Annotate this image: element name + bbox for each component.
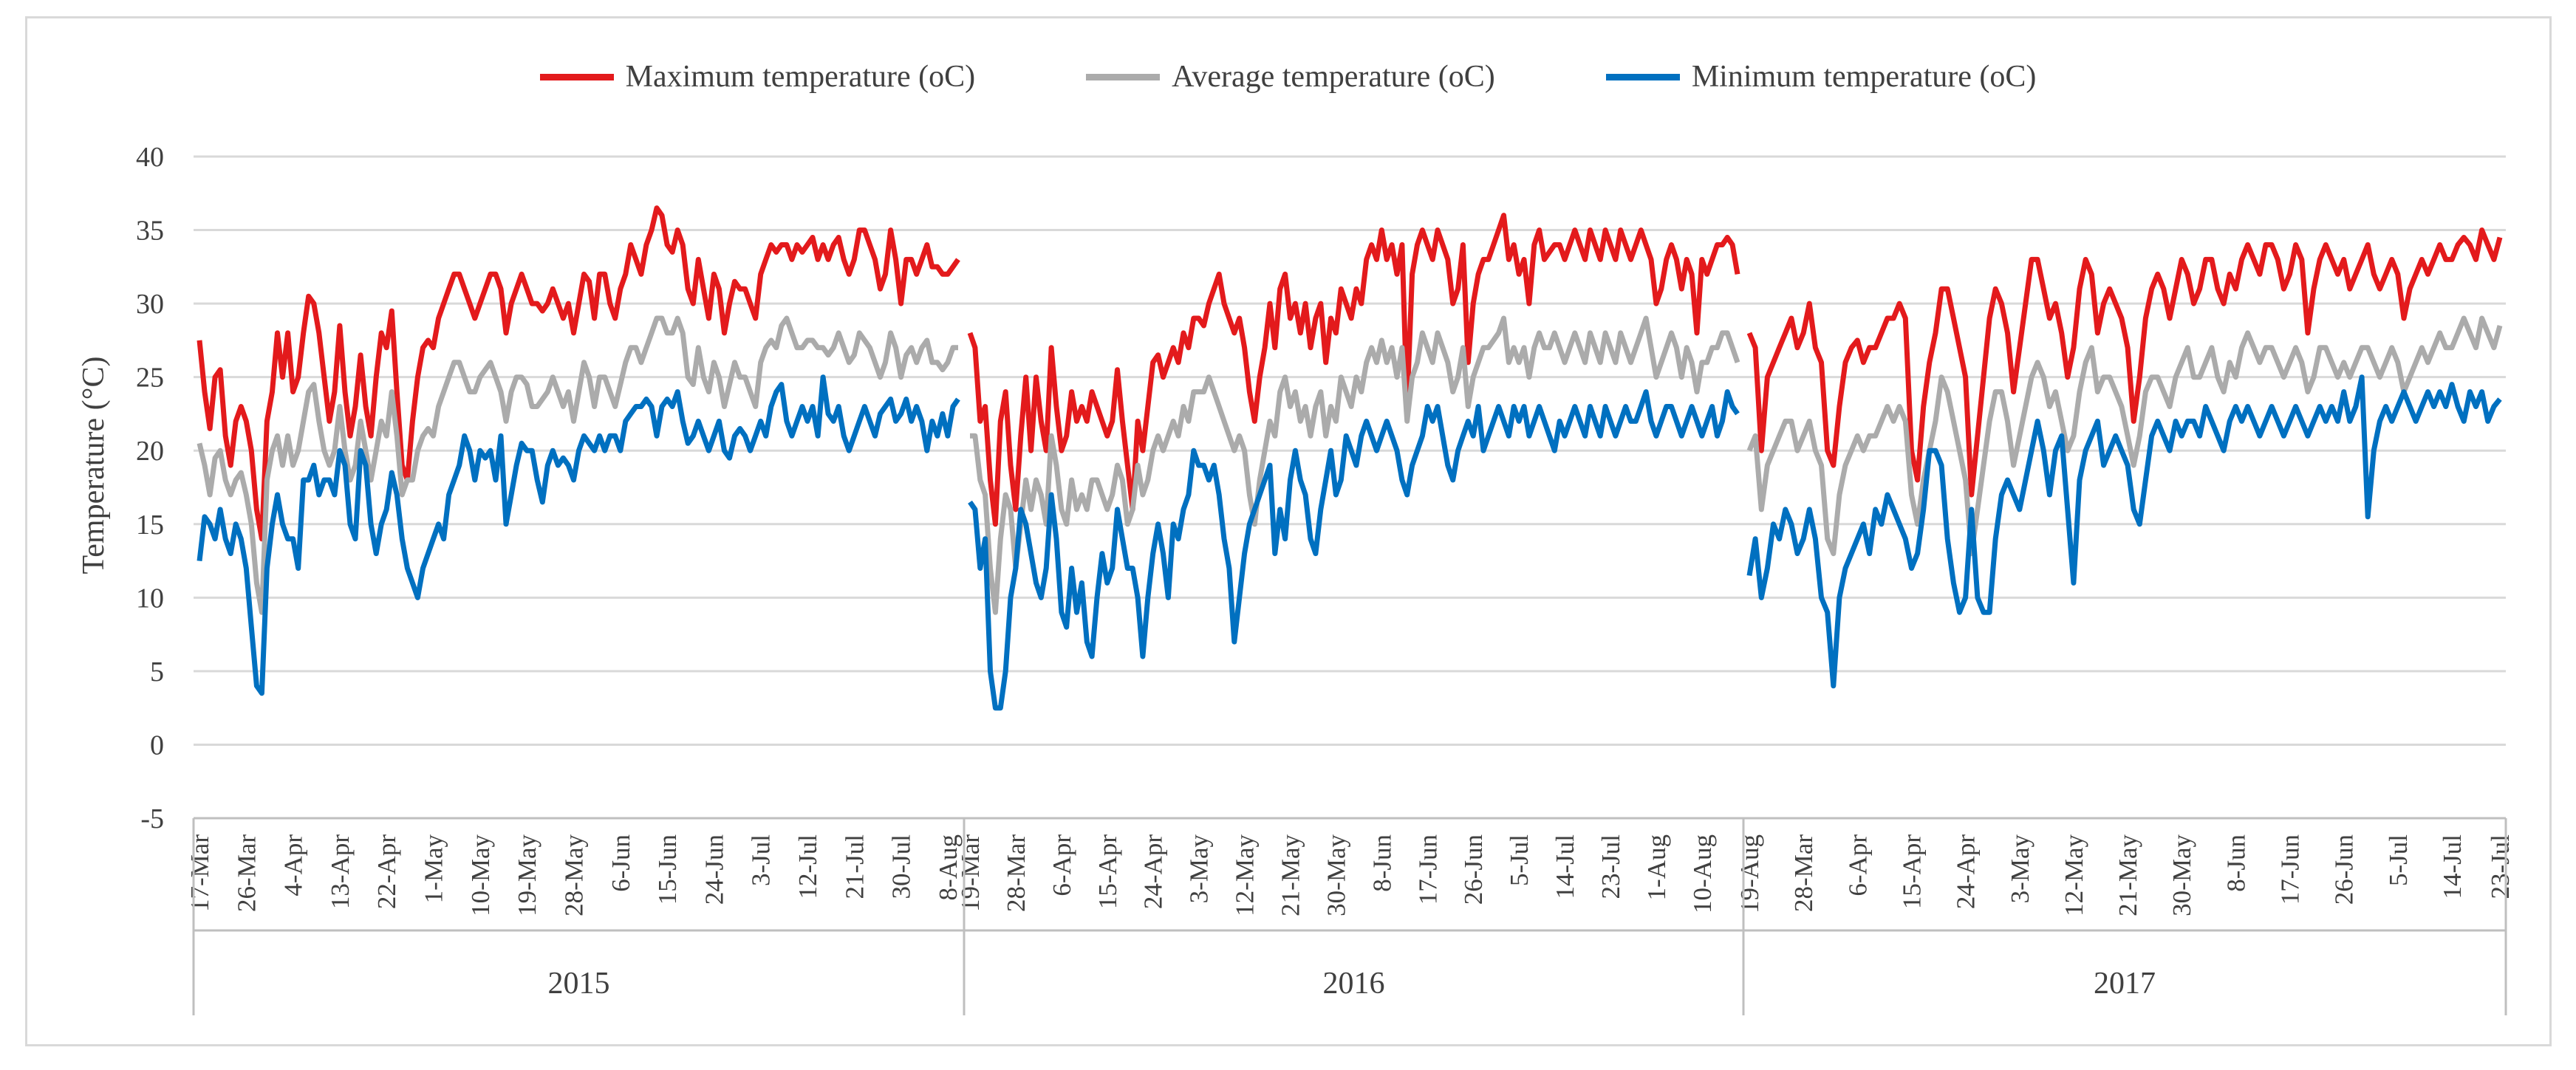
year-label-2017: 2017: [2094, 967, 2156, 1001]
x-tick-label: 26-Mar: [232, 834, 261, 912]
x-tick-label: 6-Apr: [1048, 834, 1076, 896]
series-max-line-2016: [967, 213, 1740, 527]
y-tick-label: 15: [136, 510, 164, 541]
x-tick-label: 28-Mar: [1789, 834, 1818, 912]
y-tick-label: 20: [136, 436, 164, 467]
x-tick-label: 15-Apr: [1897, 834, 1926, 909]
series-min-line-2015: [197, 374, 960, 696]
year-label-2015: 2015: [548, 967, 610, 1001]
x-tick-label: 26-Jun: [1459, 834, 1488, 905]
series-lines: [197, 205, 2503, 711]
legend-swatch-max: [539, 73, 614, 80]
y-axis-ticks: -5 0 5 10 15 20 25 30 35 40: [136, 142, 164, 834]
x-tick-label: 30-May: [1322, 834, 1350, 916]
x-tick-label: 3-May: [1185, 834, 1214, 904]
series-max-line-2017: [1746, 227, 2503, 498]
x-tick-label: 26-Jun: [2330, 834, 2359, 905]
legend-label-avg: Average temperature (oC): [1172, 60, 1495, 94]
x-tick-label: 24-Apr: [1139, 834, 1168, 909]
series-max-line-2015: [197, 205, 960, 542]
x-tick-label: 30-Jul: [887, 834, 916, 899]
x-tick-label: 12-May: [1231, 834, 1260, 916]
x-tick-label: 4-Apr: [279, 834, 308, 896]
x-tick-label: 3-Jul: [747, 834, 776, 886]
x-tick-label: 28-Mar: [1002, 834, 1031, 912]
x-tick-label: 24-Jun: [700, 834, 728, 905]
legend-item-max: Maximum temperature (oC): [539, 59, 976, 95]
x-tick-label: 23-Jul: [2486, 834, 2515, 899]
x-tick-label: 21-May: [1276, 834, 1305, 916]
y-axis-title: Temperature (°C): [77, 357, 111, 575]
chart-frame: [25, 16, 2552, 1046]
x-tick-label: 19-Aug: [1735, 834, 1764, 913]
series-min-line-2016: [968, 389, 1740, 711]
legend-swatch-avg: [1086, 73, 1161, 80]
legend-label-min: Minimum temperature (oC): [1691, 60, 2037, 94]
y-tick-label: 10: [136, 583, 164, 614]
y-tick-label: 35: [136, 216, 164, 247]
x-tick-label: 1-May: [420, 834, 448, 904]
chart-legend: Maximum temperature (oC) Average tempera…: [0, 59, 2576, 95]
y-tick-label: 5: [150, 656, 164, 687]
y-tick-label: 40: [136, 142, 164, 173]
x-tick-label: 12-May: [2060, 834, 2088, 916]
x-tick-label: 5-Jul: [2384, 834, 2413, 886]
x-tick-label: 21-Jul: [840, 834, 869, 899]
legend-item-avg: Average temperature (oC): [1086, 59, 1495, 95]
x-tick-label: 12-Jul: [793, 834, 822, 899]
x-tick-label: 6-Apr: [1843, 834, 1872, 896]
series-min-line-2017: [1746, 374, 2502, 689]
x-tick-label: 24-Apr: [1952, 834, 1981, 909]
y-tick-label: 0: [150, 730, 164, 761]
series-avg-line-2015: [197, 315, 958, 615]
x-tick-label: 23-Jul: [1596, 834, 1625, 899]
series-avg-line-2017: [1746, 315, 2503, 557]
x-tick-label: 28-May: [559, 834, 588, 916]
x-tick-label: 21-May: [2114, 834, 2142, 916]
x-tick-label: 30-May: [2167, 834, 2196, 916]
series-avg-line-2016: [970, 315, 1740, 615]
x-tick-label: 3-May: [2006, 834, 2035, 904]
x-tick-label: 15-Apr: [1093, 834, 1122, 909]
x-tick-label: 17-Jun: [2276, 834, 2305, 905]
x-tick-label: 14-Jul: [2438, 834, 2467, 899]
y-tick-label: 30: [136, 289, 164, 320]
x-tick-label: 8-Jun: [1367, 834, 1396, 892]
y-tick-label: 25: [136, 363, 164, 394]
x-tick-label: 17-Mar: [185, 834, 214, 912]
legend-label-max: Maximum temperature (oC): [625, 60, 976, 94]
x-tick-label: 10-Aug: [1688, 834, 1717, 913]
x-tick-label: 6-Jun: [607, 834, 635, 892]
x-tick-label: 19-Mar: [956, 834, 985, 912]
x-axis: 17-Mar 26-Mar 4-Apr 13-Apr 22-Apr 1-May 10-May…: [185, 817, 2515, 1015]
x-tick-label: 22-Apr: [372, 834, 401, 909]
x-tick-label: 5-Jul: [1505, 834, 1534, 886]
x-tick-label: 10-May: [466, 834, 495, 916]
legend-swatch-min: [1605, 73, 1680, 80]
x-tick-label: 8-Aug: [934, 834, 963, 900]
x-tick-label: 13-Apr: [326, 834, 355, 909]
year-label-2016: 2016: [1323, 967, 1385, 1001]
legend-item-min: Minimum temperature (oC): [1605, 59, 2037, 95]
x-tick-label: 19-May: [513, 834, 541, 916]
x-tick-label: 15-Jun: [653, 834, 682, 905]
x-tick-label: 17-Jun: [1413, 834, 1442, 905]
x-tick-label: 1-Aug: [1642, 834, 1671, 900]
y-tick-label: -5: [140, 803, 164, 834]
x-tick-label: 8-Jun: [2221, 834, 2250, 892]
x-tick-label: 14-Jul: [1551, 834, 1579, 899]
